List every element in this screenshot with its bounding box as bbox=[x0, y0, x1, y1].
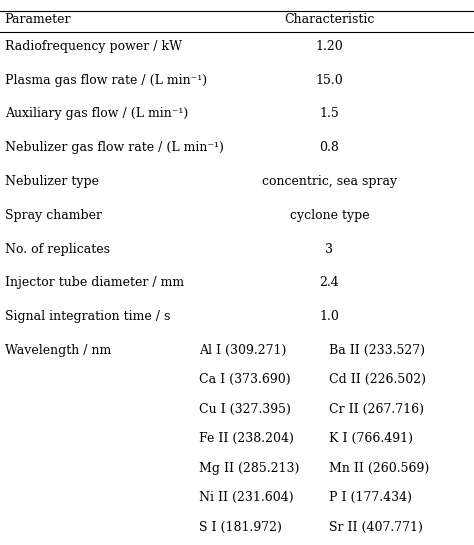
Text: Auxiliary gas flow / (L min⁻¹): Auxiliary gas flow / (L min⁻¹) bbox=[5, 107, 188, 120]
Text: 3: 3 bbox=[326, 243, 333, 256]
Text: Cu I (327.395): Cu I (327.395) bbox=[199, 403, 291, 416]
Text: 1.5: 1.5 bbox=[319, 107, 339, 120]
Text: 0.8: 0.8 bbox=[319, 141, 339, 154]
Text: 15.0: 15.0 bbox=[316, 74, 343, 87]
Text: Cr II (267.716): Cr II (267.716) bbox=[329, 403, 424, 416]
Text: P I (177.434): P I (177.434) bbox=[329, 491, 412, 504]
Text: 1.20: 1.20 bbox=[316, 40, 343, 53]
Text: S I (181.972): S I (181.972) bbox=[199, 520, 282, 534]
Text: Ni II (231.604): Ni II (231.604) bbox=[199, 491, 294, 504]
Text: Wavelength / nm: Wavelength / nm bbox=[5, 344, 111, 357]
Text: Spray chamber: Spray chamber bbox=[5, 209, 102, 222]
Text: No. of replicates: No. of replicates bbox=[5, 243, 110, 256]
Text: Signal integration time / s: Signal integration time / s bbox=[5, 310, 170, 323]
Text: Characteristic: Characteristic bbox=[284, 13, 374, 26]
Text: 2.4: 2.4 bbox=[319, 276, 339, 289]
Text: Ba II (233.527): Ba II (233.527) bbox=[329, 344, 426, 357]
Text: Al I (309.271): Al I (309.271) bbox=[199, 344, 286, 357]
Text: Nebulizer gas flow rate / (L min⁻¹): Nebulizer gas flow rate / (L min⁻¹) bbox=[5, 141, 224, 154]
Text: Radiofrequency power / kW: Radiofrequency power / kW bbox=[5, 40, 182, 53]
Text: Mg II (285.213): Mg II (285.213) bbox=[199, 462, 300, 475]
Text: cyclone type: cyclone type bbox=[290, 209, 369, 222]
Text: K I (766.491): K I (766.491) bbox=[329, 432, 413, 445]
Text: Fe II (238.204): Fe II (238.204) bbox=[199, 432, 294, 445]
Text: Plasma gas flow rate / (L min⁻¹): Plasma gas flow rate / (L min⁻¹) bbox=[5, 74, 207, 87]
Text: Nebulizer type: Nebulizer type bbox=[5, 175, 99, 188]
Text: Cd II (226.502): Cd II (226.502) bbox=[329, 373, 427, 386]
Text: Parameter: Parameter bbox=[5, 13, 71, 26]
Text: Injector tube diameter / mm: Injector tube diameter / mm bbox=[5, 276, 184, 289]
Text: Sr II (407.771): Sr II (407.771) bbox=[329, 520, 423, 534]
Text: Mn II (260.569): Mn II (260.569) bbox=[329, 462, 429, 475]
Text: concentric, sea spray: concentric, sea spray bbox=[262, 175, 397, 188]
Text: Ca I (373.690): Ca I (373.690) bbox=[199, 373, 291, 386]
Text: 1.0: 1.0 bbox=[319, 310, 339, 323]
